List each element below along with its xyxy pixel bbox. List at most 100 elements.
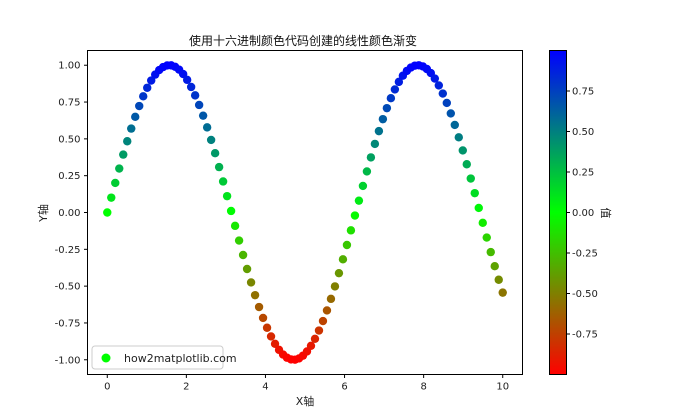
data-point <box>127 124 136 133</box>
y-tick-label: 1.00 <box>58 61 80 72</box>
data-point <box>107 193 116 202</box>
colorbar <box>549 50 567 375</box>
data-point <box>394 77 404 87</box>
data-point <box>310 334 320 344</box>
data-point <box>250 290 260 300</box>
data-point <box>202 123 212 132</box>
data-point <box>474 203 483 213</box>
data-point <box>190 91 200 100</box>
data-point <box>450 120 459 130</box>
data-point <box>358 181 368 191</box>
y-tick-label: -1.00 <box>55 355 81 366</box>
data-point <box>330 282 340 291</box>
data-point <box>230 221 240 231</box>
data-point <box>490 261 499 271</box>
data-point <box>462 160 471 169</box>
colorbar-tick-label: 0.50 <box>572 127 594 138</box>
legend: how2matplotlib.com <box>91 345 237 370</box>
colorbar-label: 值 <box>599 208 612 219</box>
data-point <box>103 208 112 217</box>
y-tick-label: -0.50 <box>55 282 81 293</box>
data-point <box>390 85 400 94</box>
data-point <box>498 288 507 297</box>
x-tick-label: 2 <box>183 382 189 393</box>
legend-marker <box>101 353 111 363</box>
x-tick-label: 0 <box>104 382 110 393</box>
data-point <box>266 332 276 341</box>
data-point <box>342 240 352 250</box>
data-point <box>374 126 384 136</box>
data-point <box>338 255 348 264</box>
legend-label: how2matplotlib.com <box>124 352 237 365</box>
y-tick-label: -0.25 <box>55 245 81 256</box>
data-point <box>234 236 244 245</box>
data-point <box>378 114 388 124</box>
data-point <box>222 191 232 201</box>
plot-area <box>87 50 523 375</box>
data-point <box>466 174 475 183</box>
data-point <box>470 188 479 198</box>
colorbar-tick-label: -0.25 <box>572 249 598 260</box>
data-point <box>434 81 444 90</box>
colorbar-tick-label: 0.25 <box>572 168 594 179</box>
y-axis-ticks: -1.00 -0.75 -0.50 -0.25 0.00 0.25 0.50 0.75 1.00 <box>55 61 88 366</box>
data-point <box>454 133 463 142</box>
data-point <box>218 177 228 186</box>
data-point <box>354 196 364 205</box>
colorbar-tick-label: 0.00 <box>572 208 594 219</box>
data-point <box>478 218 487 228</box>
data-point <box>350 211 360 220</box>
data-point <box>306 341 316 350</box>
y-tick-label: -0.75 <box>55 318 81 329</box>
data-point <box>135 101 144 111</box>
data-point <box>139 92 148 101</box>
y-tick-label: 0.75 <box>58 98 80 109</box>
data-points <box>103 61 507 364</box>
data-point <box>111 178 120 188</box>
data-point <box>494 275 503 284</box>
data-point <box>486 247 495 257</box>
data-point <box>346 226 356 235</box>
data-point <box>206 135 216 145</box>
data-point <box>270 339 280 349</box>
y-tick-label: 0.50 <box>58 134 80 145</box>
data-point <box>194 100 204 110</box>
data-point <box>238 250 248 260</box>
data-point <box>482 233 491 242</box>
data-point <box>370 139 380 149</box>
data-point <box>326 294 336 304</box>
x-axis-label: X轴 <box>296 394 315 408</box>
data-point <box>123 137 132 146</box>
data-point <box>115 164 124 173</box>
data-point <box>258 313 268 323</box>
colorbar-tick-label: -0.50 <box>572 289 598 300</box>
x-axis-ticks: 0 2 4 6 8 10 <box>104 374 509 393</box>
data-point <box>254 302 264 312</box>
x-tick-label: 8 <box>420 382 426 393</box>
data-point <box>362 167 372 176</box>
data-point <box>214 162 224 172</box>
data-point <box>366 153 376 162</box>
colorbar-tick-label: -0.75 <box>572 330 598 341</box>
colorbar-ticks: 0.75 0.50 0.25 0.00 -0.25 -0.50 -0.75 <box>566 87 598 341</box>
data-point <box>314 326 324 335</box>
legend-box <box>91 345 224 370</box>
x-tick-label: 10 <box>496 382 509 393</box>
data-point <box>382 103 392 113</box>
data-point <box>198 111 208 120</box>
chart-title: 使用十六进制颜色代码创建的线性颜色渐变 <box>189 33 417 48</box>
data-point <box>322 306 332 315</box>
data-point <box>226 206 236 216</box>
data-point <box>446 109 455 118</box>
data-point <box>262 323 272 332</box>
x-tick-label: 4 <box>262 382 268 393</box>
y-tick-label: 0.00 <box>58 208 80 219</box>
colorbar-tick-label: 0.75 <box>572 87 594 98</box>
data-point <box>119 150 128 159</box>
data-point <box>210 149 220 158</box>
data-point <box>334 268 344 278</box>
x-tick-label: 6 <box>341 382 347 393</box>
data-point <box>182 75 192 85</box>
data-point <box>386 93 396 103</box>
